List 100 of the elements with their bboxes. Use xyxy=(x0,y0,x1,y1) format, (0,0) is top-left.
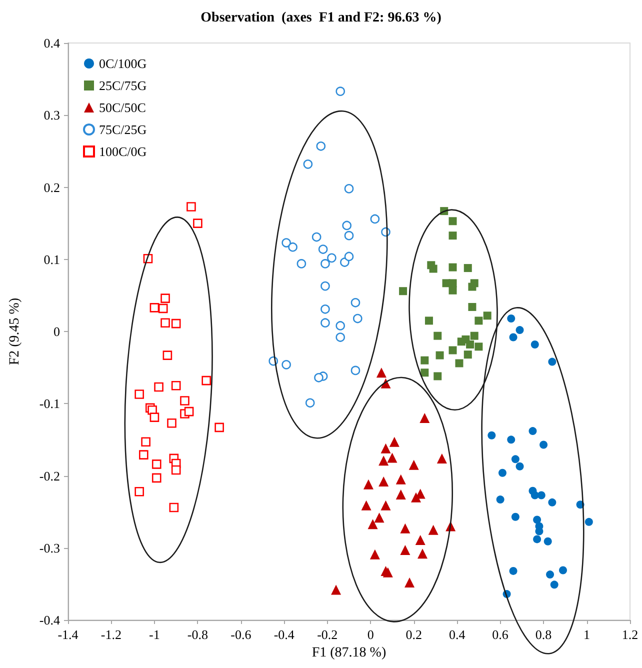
point xyxy=(336,321,346,330)
point xyxy=(420,368,429,377)
point xyxy=(448,232,457,240)
point xyxy=(162,350,172,360)
x-tick-label: -0.2 xyxy=(317,627,338,642)
point xyxy=(559,566,567,574)
point xyxy=(139,450,148,460)
point xyxy=(312,232,322,242)
point xyxy=(344,184,354,194)
x-tick-label: -1 xyxy=(149,627,160,642)
point xyxy=(516,462,524,470)
x-tick-label: 0 xyxy=(367,627,374,642)
point xyxy=(537,491,546,500)
point xyxy=(160,294,170,303)
point xyxy=(428,524,438,535)
x-tick-label: 0.6 xyxy=(492,627,509,642)
point xyxy=(320,304,330,314)
x-tick-label: -0.4 xyxy=(274,627,295,642)
point xyxy=(320,318,330,328)
y-tick-label: 0.1 xyxy=(44,252,60,267)
point xyxy=(282,360,291,370)
point xyxy=(350,366,360,376)
point xyxy=(544,537,552,546)
point xyxy=(434,372,442,380)
point xyxy=(167,418,176,428)
point xyxy=(158,304,168,314)
point xyxy=(507,314,516,323)
point xyxy=(370,549,380,560)
point xyxy=(214,422,224,432)
x-tick-label: 0.4 xyxy=(448,627,466,642)
point xyxy=(296,259,306,268)
y-tick-label: -0.1 xyxy=(39,396,60,412)
point xyxy=(424,316,433,325)
point xyxy=(509,333,518,342)
point xyxy=(511,455,520,464)
point xyxy=(380,443,391,454)
point xyxy=(141,437,150,446)
point xyxy=(320,259,330,268)
point xyxy=(548,498,556,506)
point xyxy=(455,359,464,368)
point xyxy=(516,326,524,334)
x-tick-label: 1.2 xyxy=(622,627,638,642)
point xyxy=(340,258,350,267)
point xyxy=(400,545,410,556)
point xyxy=(380,500,391,510)
point xyxy=(305,398,315,408)
y-axis-title: F2 (9.45 %) xyxy=(8,298,22,366)
point xyxy=(327,253,336,263)
point xyxy=(550,580,558,589)
point xyxy=(468,282,476,291)
point xyxy=(511,512,520,521)
legend-label: 100C/0G xyxy=(99,144,147,159)
point xyxy=(186,202,196,212)
point xyxy=(202,376,211,386)
point xyxy=(434,332,442,340)
point xyxy=(448,346,457,354)
point xyxy=(546,570,554,579)
point xyxy=(468,302,476,311)
point xyxy=(400,523,410,534)
point xyxy=(152,460,162,469)
point xyxy=(474,342,483,351)
point xyxy=(389,436,400,447)
point xyxy=(509,566,518,575)
point xyxy=(316,141,326,151)
point xyxy=(408,460,419,470)
point xyxy=(150,303,160,312)
point xyxy=(288,242,298,252)
legend-label: 25C/75G xyxy=(99,78,147,93)
point xyxy=(466,340,474,348)
point xyxy=(171,465,181,475)
point xyxy=(378,456,389,466)
point xyxy=(436,453,447,464)
point xyxy=(160,318,170,328)
legend-label: 50C/50C xyxy=(99,100,146,115)
point xyxy=(584,518,593,526)
point xyxy=(314,373,324,382)
point xyxy=(171,380,181,390)
point xyxy=(464,264,472,272)
legend-label: 0C/100G xyxy=(99,56,147,71)
point xyxy=(134,486,144,496)
point xyxy=(331,584,342,595)
point xyxy=(533,535,542,544)
point xyxy=(336,86,346,96)
point xyxy=(152,473,162,483)
point xyxy=(318,244,328,254)
point xyxy=(154,382,164,392)
point xyxy=(344,252,354,262)
point xyxy=(353,314,362,324)
point xyxy=(374,512,384,523)
point xyxy=(548,358,556,366)
point xyxy=(363,479,374,490)
point xyxy=(540,440,548,449)
point xyxy=(387,452,398,463)
point xyxy=(376,368,386,378)
point xyxy=(134,390,144,399)
point xyxy=(429,264,438,273)
x-tick-label: -1.2 xyxy=(100,627,122,642)
point xyxy=(171,318,181,328)
x-tick-label: 1 xyxy=(584,627,590,642)
point xyxy=(470,332,478,340)
